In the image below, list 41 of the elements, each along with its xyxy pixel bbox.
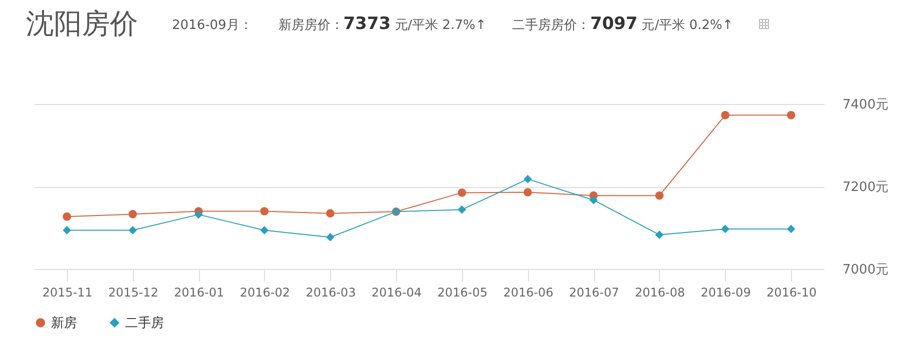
x-tick-label: 2016-08 <box>634 286 685 300</box>
point <box>655 230 664 239</box>
text: 新房房价：7373 元/平米 2.7%↑ <box>278 14 486 34</box>
point <box>721 110 730 120</box>
x-tick-label: 2016-02 <box>240 286 290 300</box>
point <box>524 188 532 196</box>
point <box>326 209 334 218</box>
point <box>721 224 730 234</box>
x-tick-label: 2015-12 <box>108 286 158 300</box>
x-tick-label: 2016-10 <box>766 286 817 300</box>
point <box>260 226 269 234</box>
point <box>786 110 796 120</box>
x-tick-label: 2015-11 <box>42 286 92 300</box>
legend-label: 新房 <box>51 314 77 331</box>
point <box>62 226 72 234</box>
legend-label: 二手房 <box>125 314 164 331</box>
y-tick-label: 7400元 <box>842 98 889 112</box>
x-tick-label: 2016-06 <box>503 286 554 300</box>
text: 二手房房价：7097 元/平米 0.2%↑ <box>512 14 734 34</box>
chart-title: 沈阳房价 <box>26 6 138 42</box>
point <box>655 191 664 200</box>
point <box>589 196 598 204</box>
point <box>260 207 269 216</box>
point <box>128 210 137 218</box>
point <box>128 226 137 234</box>
x-tick-label: 2016-01 <box>174 286 224 300</box>
y-tick-label: 7000元 <box>842 262 889 278</box>
point <box>62 212 72 221</box>
x-tick-label: 2016-05 <box>437 286 488 300</box>
y-tick-label: 7200元 <box>842 180 889 195</box>
x-tick-label: 2016-04 <box>372 286 422 300</box>
x-tick-label: 2016-07 <box>569 286 620 300</box>
point <box>458 188 466 197</box>
text: 2016-09月： <box>172 18 252 33</box>
x-tick-label: 2016-03 <box>306 286 356 300</box>
x-tick-label: 2016-09 <box>700 286 751 300</box>
point <box>194 210 203 219</box>
point <box>458 205 466 214</box>
point <box>326 233 334 242</box>
point <box>786 224 796 234</box>
point <box>524 174 532 184</box>
